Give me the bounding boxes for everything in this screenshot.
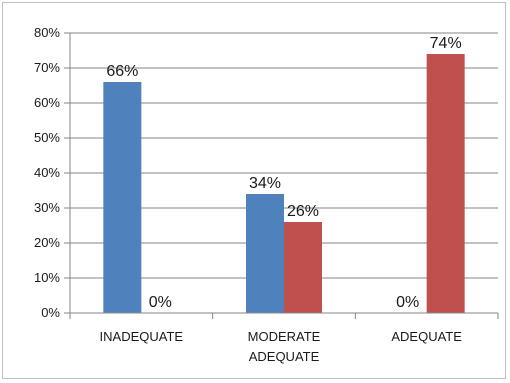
x-category-label: ADEQUATE [391,329,462,344]
y-tick-label: 60% [34,95,60,110]
y-tick-label: 80% [34,25,60,40]
y-tick-label: 10% [34,270,60,285]
data-label: 0% [396,294,419,311]
x-category-label: ADEQUATE [249,349,320,364]
bar [246,194,284,313]
data-label: 0% [149,294,172,311]
y-tick-label: 0% [41,305,60,320]
data-label: 74% [430,35,462,52]
bar-chart: 0% 10% 20% 30% 40% 50% 60% 70% 80% 66% 0% INADEQUAT… [34,25,499,364]
data-label: 34% [249,175,281,192]
y-tick-label: 70% [34,60,60,75]
x-category-label: MODERATE [248,329,321,344]
bar [284,222,322,313]
x-category-label: INADEQUATE [100,329,184,344]
chart-frame: 0% 10% 20% 30% 40% 50% 60% 70% 80% 66% 0% INADEQUAT… [2,2,506,379]
data-label: 66% [106,63,138,80]
y-tick-label: 30% [34,200,60,215]
y-tick-label: 50% [34,130,60,145]
bar [426,54,465,313]
y-tick-label: 20% [34,235,60,250]
y-tick-label: 40% [34,165,60,180]
data-label: 26% [287,203,319,220]
bar [103,82,142,313]
